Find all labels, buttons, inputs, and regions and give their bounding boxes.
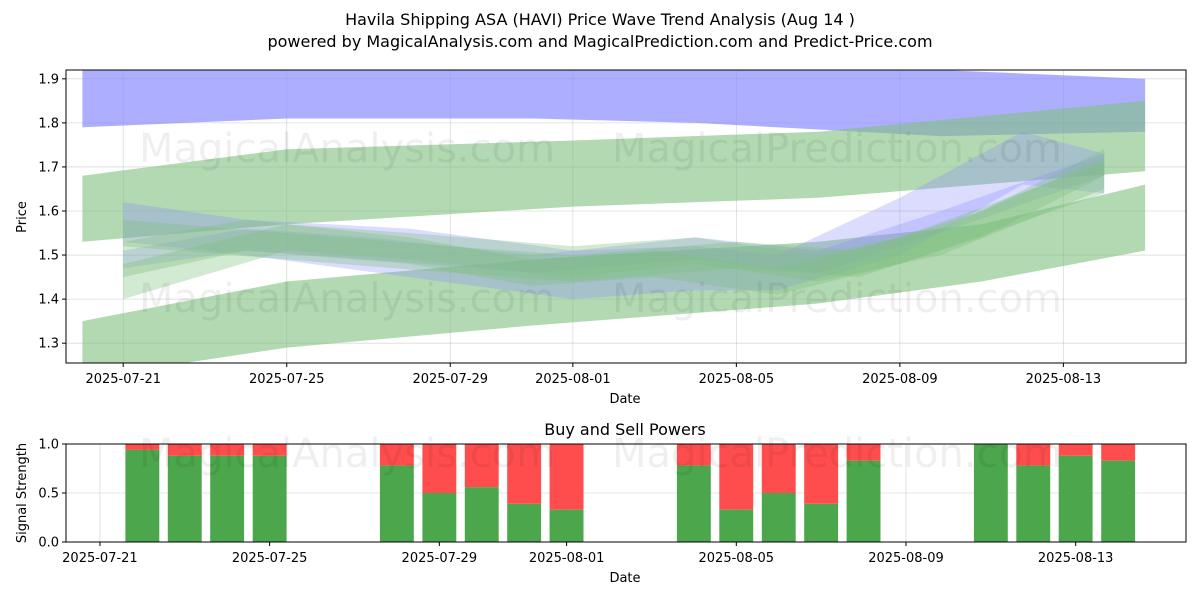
wave-bands xyxy=(82,70,1146,363)
sell-bar xyxy=(125,444,160,450)
power-xlabel: Date xyxy=(609,571,640,586)
price-axes-frame xyxy=(65,69,1187,364)
sell-bar xyxy=(719,444,754,510)
sell-bar xyxy=(846,444,881,461)
power-bars xyxy=(125,444,1136,542)
power-xtick-label: 2025-07-25 xyxy=(232,551,308,566)
price-ytick-label: 1.9 xyxy=(38,72,59,87)
power-xtick-label: 2025-08-09 xyxy=(868,551,944,566)
buy-bar xyxy=(507,503,542,542)
price-ticks: 1.3 1.4 1.5 1.6 1.7 1.8 1.9 2025-07-21 2025-07-2… xyxy=(38,72,1101,387)
price-xtick-label: 2025-07-21 xyxy=(85,372,161,387)
price-xtick-label: 2025-08-01 xyxy=(535,372,611,387)
price-xtick-label: 2025-08-05 xyxy=(699,372,775,387)
buy-bar xyxy=(804,503,839,542)
sell-bar xyxy=(549,444,584,510)
buy-bar xyxy=(719,509,754,542)
buy-bar xyxy=(1058,455,1093,542)
buy-bar xyxy=(252,455,287,542)
sell-bar xyxy=(676,444,711,466)
sell-bar xyxy=(252,444,287,456)
watermark-mid-left: MagicalAnalysis.com xyxy=(139,276,555,322)
wave-band-green-1 xyxy=(82,100,1146,242)
price-ytick-label: 1.5 xyxy=(38,249,59,264)
wave-band-green-5 xyxy=(123,158,1105,300)
wave-band-blue-0 xyxy=(82,70,1146,137)
watermark-bottom-left: MagicalAnalysis.com xyxy=(139,431,555,477)
power-ticks: 0.0 0.5 1.0 2025-07-21 2025-07-25 2025-07-29 2… xyxy=(38,438,1113,567)
sell-bar xyxy=(1016,444,1051,466)
power-ytick-label: 1.0 xyxy=(38,438,59,453)
sell-bar xyxy=(1101,444,1136,461)
power-ylabel: Signal Strength xyxy=(15,443,30,543)
buy-bar xyxy=(973,444,1008,542)
buy-bar xyxy=(549,509,584,542)
price-xtick-label: 2025-08-09 xyxy=(862,372,938,387)
wave-band-blue-3 xyxy=(123,131,1105,300)
buy-bar xyxy=(167,455,202,542)
chart-subtitle: powered by MagicalAnalysis.com and Magic… xyxy=(267,32,932,51)
sell-bar xyxy=(167,444,202,456)
price-xlabel: Date xyxy=(609,392,640,407)
sell-bar xyxy=(379,444,414,466)
power-ytick-label: 0.0 xyxy=(38,536,59,551)
chart-title: Havila Shipping ASA (HAVI) Price Wave Tr… xyxy=(345,10,855,29)
wave-band-green-7 xyxy=(123,149,1105,282)
sell-bar xyxy=(422,444,457,493)
price-ytick-label: 1.6 xyxy=(38,204,59,219)
sell-bar xyxy=(761,444,796,493)
power-ytick-label: 0.5 xyxy=(38,487,59,502)
price-ytick-label: 1.8 xyxy=(38,116,59,131)
buy-bar xyxy=(464,487,499,542)
price-ylabel: Price xyxy=(15,201,30,233)
buy-bar xyxy=(846,460,881,542)
buy-bar xyxy=(379,465,414,542)
price-chart: MagicalAnalysis.com MagicalPrediction.co… xyxy=(15,69,1187,407)
power-xtick-label: 2025-07-21 xyxy=(62,551,138,566)
price-xtick-label: 2025-07-25 xyxy=(249,372,325,387)
wave-band-green-2 xyxy=(82,184,1146,363)
watermark-bottom-right: MagicalPrediction.com xyxy=(612,431,1062,477)
price-ytick-label: 1.3 xyxy=(38,337,59,352)
buy-bar xyxy=(125,449,160,542)
buy-bar xyxy=(210,455,245,542)
power-xtick-label: 2025-08-05 xyxy=(699,551,775,566)
watermark-mid-right: MagicalPrediction.com xyxy=(612,276,1062,322)
buy-bar xyxy=(1016,465,1051,542)
buy-bar xyxy=(1101,460,1136,542)
wave-band-blue-4 xyxy=(123,153,1105,273)
price-ytick-label: 1.4 xyxy=(38,293,59,308)
sell-bar xyxy=(464,444,499,488)
sell-bar xyxy=(210,444,245,456)
price-xtick-label: 2025-07-29 xyxy=(412,372,488,387)
power-xtick-label: 2025-08-13 xyxy=(1038,551,1114,566)
sell-bar xyxy=(507,444,542,504)
price-xtick-label: 2025-08-13 xyxy=(1026,372,1102,387)
power-chart: Buy and Sell Powers MagicalAnalysis.com … xyxy=(15,420,1187,586)
watermark-top-right: MagicalPrediction.com xyxy=(612,126,1062,172)
sell-bar xyxy=(1058,444,1093,456)
buy-bar xyxy=(676,465,711,542)
wave-band-green-6 xyxy=(123,162,1105,295)
buy-bar xyxy=(422,493,457,542)
watermark-top-left: MagicalAnalysis.com xyxy=(139,126,555,172)
power-xtick-label: 2025-08-01 xyxy=(529,551,605,566)
power-title: Buy and Sell Powers xyxy=(544,420,706,439)
sell-bar xyxy=(804,444,839,504)
buy-bar xyxy=(761,493,796,542)
price-ytick-label: 1.7 xyxy=(38,160,59,175)
power-xtick-label: 2025-07-29 xyxy=(402,551,478,566)
